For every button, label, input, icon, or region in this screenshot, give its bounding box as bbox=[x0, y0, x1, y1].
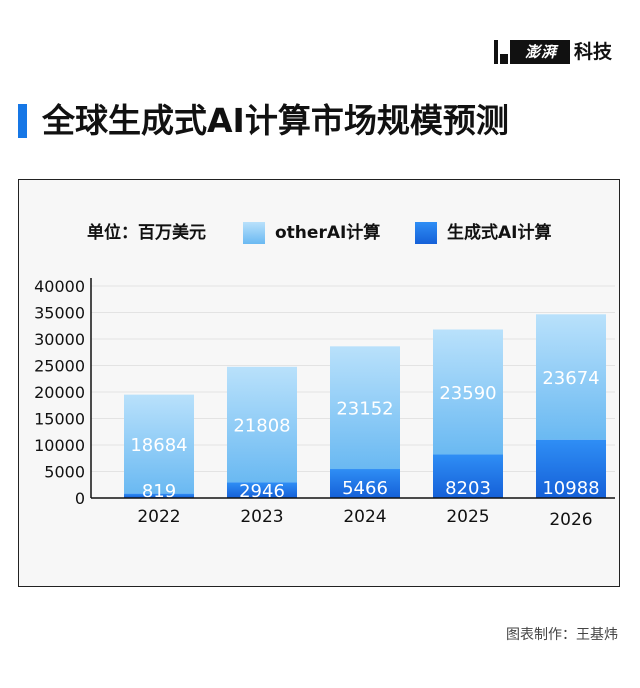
legend-label-generative-ai: 生成式AI计算 bbox=[447, 222, 551, 243]
x-tick-label: 2026 bbox=[549, 510, 592, 530]
y-tick-label: 30000 bbox=[34, 330, 85, 349]
logo-box bbox=[510, 40, 570, 64]
x-tick-label: 2025 bbox=[446, 507, 489, 527]
chart-panel: 18684 819 21808 2946 23152 5466 23590 8203 23674… bbox=[18, 179, 620, 587]
bar-other-ai bbox=[536, 314, 606, 440]
y-tick-label: 0 bbox=[75, 489, 85, 508]
y-tick-label: 10000 bbox=[34, 436, 85, 455]
brand-word: 科技 bbox=[574, 41, 613, 63]
data-label-generative-ai: 10988 bbox=[542, 478, 599, 499]
brand-logo-mark: 澎湃 bbox=[494, 40, 570, 64]
y-tick-label: 35000 bbox=[34, 304, 85, 323]
data-label-other-ai: 21808 bbox=[233, 416, 290, 437]
bar-generative-ai bbox=[330, 469, 400, 498]
legend-label-other-ai: otherAI计算 bbox=[275, 222, 380, 243]
y-tick-label: 15000 bbox=[34, 410, 85, 429]
y-tick-label: 25000 bbox=[34, 357, 85, 376]
legend-swatch-generative-ai bbox=[415, 222, 437, 244]
bar-generative-ai bbox=[536, 439, 606, 498]
stacked-bar-chart: 18684 819 21808 2946 23152 5466 23590 8203 23674… bbox=[34, 222, 615, 530]
title-accent-bar bbox=[18, 104, 27, 138]
data-label-other-ai: 23674 bbox=[542, 368, 599, 389]
data-label-other-ai: 23590 bbox=[439, 383, 496, 404]
y-tick-label: 5000 bbox=[44, 463, 85, 482]
legend-swatch-other-ai bbox=[243, 222, 265, 244]
chart-unit-label: 单位：百万美元 bbox=[87, 222, 206, 243]
x-tick-label: 2023 bbox=[240, 507, 283, 527]
bar-generative-ai bbox=[227, 482, 297, 498]
logo-bar bbox=[494, 40, 498, 64]
y-tick-label: 20000 bbox=[34, 383, 85, 402]
brand-logo-text: 澎湃 bbox=[524, 43, 557, 61]
data-label-generative-ai: 2946 bbox=[239, 481, 285, 502]
data-label-generative-ai: 5466 bbox=[342, 478, 388, 499]
bar-generative-ai bbox=[433, 454, 503, 498]
data-label-other-ai: 23152 bbox=[336, 399, 393, 420]
data-label-generative-ai: 8203 bbox=[445, 478, 491, 499]
logo-bar bbox=[500, 54, 508, 64]
x-tick-label: 2022 bbox=[137, 507, 180, 527]
y-tick-label: 40000 bbox=[34, 277, 85, 296]
bar-other-ai bbox=[124, 394, 194, 494]
brand-logo: 澎湃 科技 bbox=[494, 40, 624, 66]
data-label-other-ai: 18684 bbox=[130, 435, 187, 456]
bar-other-ai bbox=[330, 346, 400, 470]
bar-generative-ai bbox=[124, 493, 194, 498]
bar-other-ai bbox=[433, 329, 503, 455]
bar-other-ai bbox=[227, 366, 297, 483]
data-label-generative-ai: 819 bbox=[142, 481, 176, 502]
chart-credit: 图表制作：王基炜 bbox=[506, 627, 618, 643]
page-title: 全球生成式AI计算市场规模预测 bbox=[42, 101, 509, 140]
x-tick-label: 2024 bbox=[343, 507, 386, 527]
